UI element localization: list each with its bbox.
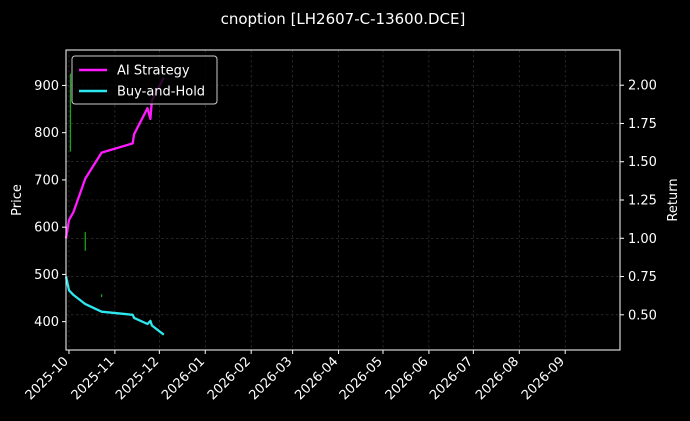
price-candles	[69, 73, 103, 298]
right-tick-label: 0.50	[628, 308, 657, 323]
legend-frame	[71, 55, 218, 105]
left-tick-label: 900	[34, 79, 59, 94]
left-axis-label: Price	[10, 184, 25, 216]
right-tick-label: 0.75	[628, 270, 657, 285]
right-tick-label: 1.75	[628, 117, 657, 132]
legend-label-buy-and-hold: Buy-and-Hold	[117, 85, 205, 100]
left-axis: 400 500 600 700 800 900	[34, 79, 66, 330]
right-tick-label: 1.50	[628, 155, 657, 170]
right-tick-label: 2.00	[628, 79, 657, 94]
right-tick-label: 1.00	[628, 232, 657, 247]
right-axis-label: Return	[666, 178, 681, 221]
series-line-ai-strategy	[64, 77, 165, 239]
left-tick-label: 700	[34, 173, 59, 188]
series-line-buy-and-hold	[64, 276, 165, 336]
legend: AI Strategy Buy-and-Hold	[71, 55, 218, 105]
chart-title: cnoption [LH2607-C-13600.DCE]	[221, 10, 466, 28]
series-lines	[64, 77, 165, 336]
right-axis: 0.50 0.75 1.00 1.25 1.50 1.75 2.00	[620, 79, 657, 323]
left-tick-label: 500	[34, 268, 59, 283]
left-tick-label: 400	[34, 315, 59, 330]
right-tick-label: 1.25	[628, 194, 657, 209]
left-tick-label: 800	[34, 126, 59, 141]
left-tick-label: 600	[34, 221, 59, 236]
legend-label-ai-strategy: AI Strategy	[117, 64, 190, 79]
